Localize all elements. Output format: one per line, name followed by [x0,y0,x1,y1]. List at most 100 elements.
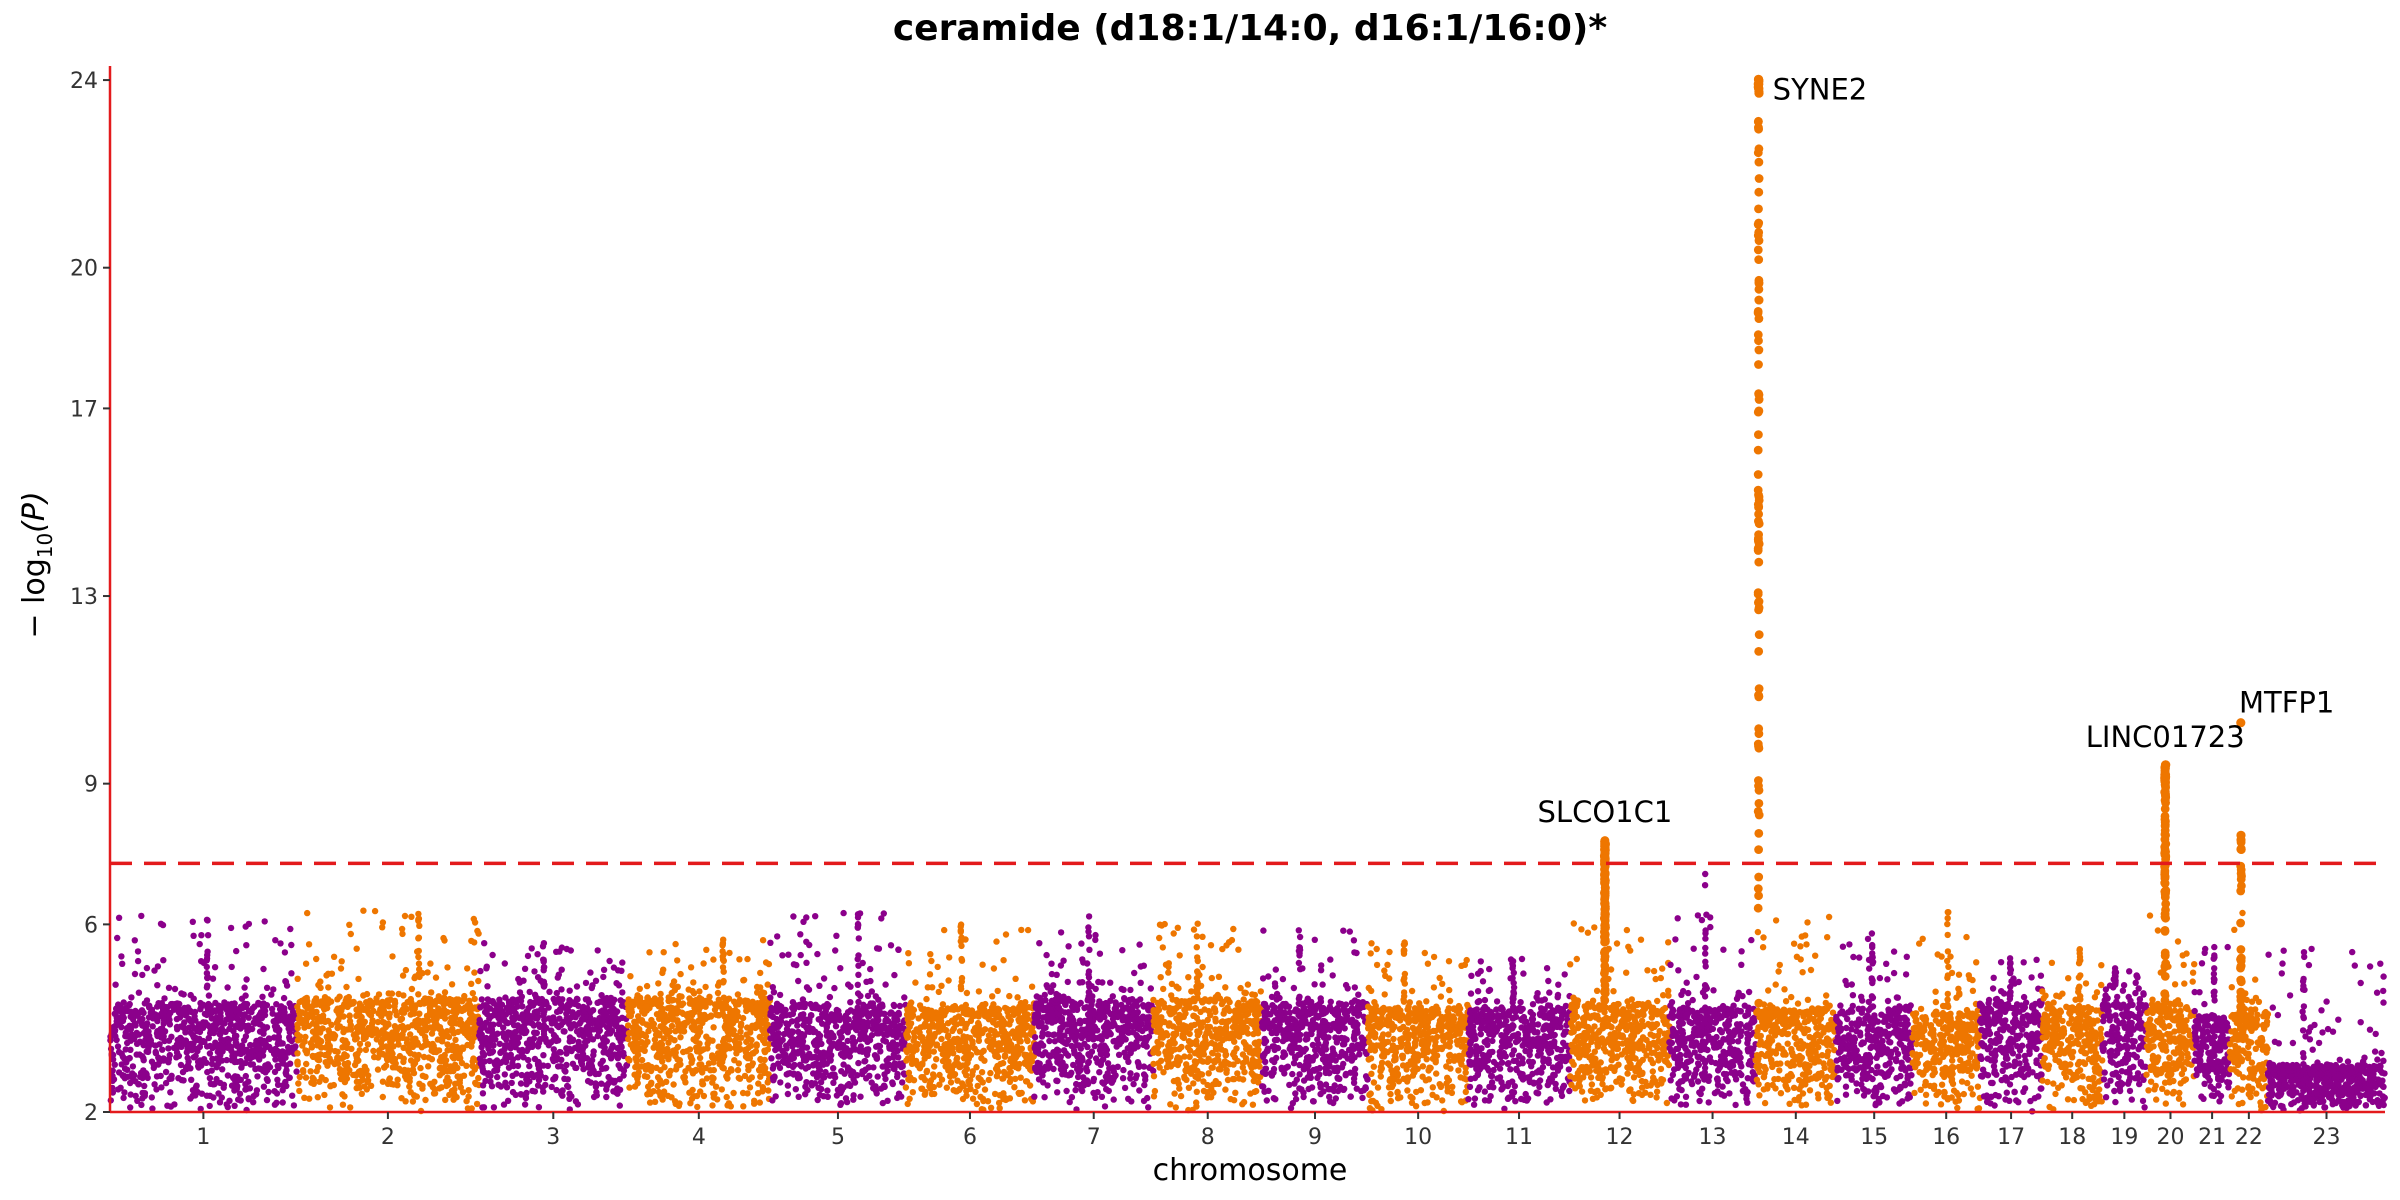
snp-point [790,1006,798,1013]
snp-point [184,1054,191,1062]
snp-point [215,1057,222,1064]
snp-point [416,1027,423,1034]
snp-point [1061,1039,1068,1047]
snp-point [262,1069,269,1076]
snp-point [616,1086,624,1094]
snp-point [681,1022,688,1030]
snp-point [567,1025,574,1032]
snp-point [466,1010,474,1017]
snp-point [713,1011,720,1018]
snp-point [575,1002,582,1009]
snp-point [296,1087,303,1095]
snp-point [735,1074,742,1082]
snp-point [461,1029,468,1037]
snp-point [190,1054,197,1061]
snp-point [558,986,565,993]
snp-point [774,933,781,940]
snp-point [967,1051,975,1059]
snp-point [958,942,965,950]
snp-point [182,1029,189,1036]
snp-point [127,1008,135,1015]
snp-point [275,1033,282,1040]
snp-point [873,1053,880,1060]
snp-point [480,1051,487,1059]
snp-point [700,960,707,967]
snp-point [139,1071,146,1079]
snp-point [365,1029,373,1036]
snp-point [310,1053,317,1061]
snp-point [441,989,449,996]
chromosome-6-points [902,921,1038,1113]
snp-point [531,1029,538,1036]
snp-point [213,1075,220,1083]
snp-point [356,1078,363,1086]
snp-point [1134,1033,1141,1040]
snp-point [1122,1036,1129,1043]
snp-point [759,1084,766,1091]
snp-point [399,972,407,979]
snp-point [231,1102,238,1110]
snp-point [160,957,167,964]
snp-point [415,971,422,978]
snp-point [841,1026,849,1034]
snp-point [348,1045,355,1053]
snp-point [443,1028,451,1035]
snp-point [475,977,482,985]
snp-point [776,991,784,999]
snp-point [237,1097,244,1104]
snp-point [203,957,210,964]
snp-point [987,1104,995,1112]
snp-point [344,1059,352,1067]
snp-point [221,999,228,1006]
snp-point [761,1036,768,1044]
snp-point [1140,1063,1148,1070]
snp-point [383,1056,391,1063]
snp-point [194,1058,202,1066]
snp-point [412,1035,419,1042]
snp-point [674,957,681,964]
snp-point [175,1052,183,1060]
snp-point [377,1039,385,1047]
snp-point [836,1015,843,1022]
snp-point [908,1046,915,1053]
snp-point [1059,1023,1066,1031]
snp-point [773,1015,780,1023]
snp-point [724,1102,731,1109]
snp-point [944,1005,951,1012]
snp-point [1077,1066,1084,1074]
snp-point [210,1094,217,1101]
snp-point [1020,1017,1028,1024]
snp-point [471,969,478,976]
snp-point [803,959,810,966]
snp-point [461,992,468,1000]
snp-point [1012,1054,1020,1061]
snp-point [908,999,915,1006]
snp-point [197,999,204,1007]
snp-point [779,952,786,959]
snp-point [340,1025,347,1033]
snp-point [809,1004,816,1011]
snp-point [631,1083,639,1090]
snp-point [132,1022,139,1029]
snp-point [644,994,651,1001]
snp-point [313,1067,320,1075]
snp-point [368,1020,376,1027]
snp-point [816,982,823,989]
snp-point [432,1024,439,1031]
snp-point [1021,1051,1028,1058]
snp-point [525,1056,532,1064]
snp-point [804,1086,811,1094]
snp-point [216,1099,224,1106]
snp-point [895,1054,902,1061]
snp-point [205,992,213,999]
snp-point [224,1072,232,1079]
snp-point [856,1036,864,1043]
snp-point [230,1074,237,1082]
snp-point [408,913,415,920]
snp-point [726,949,733,957]
snp-point [931,1063,938,1070]
snp-point [676,1100,683,1107]
snp-point [686,1010,694,1017]
snp-point [917,1024,924,1031]
snp-point [769,1074,777,1082]
